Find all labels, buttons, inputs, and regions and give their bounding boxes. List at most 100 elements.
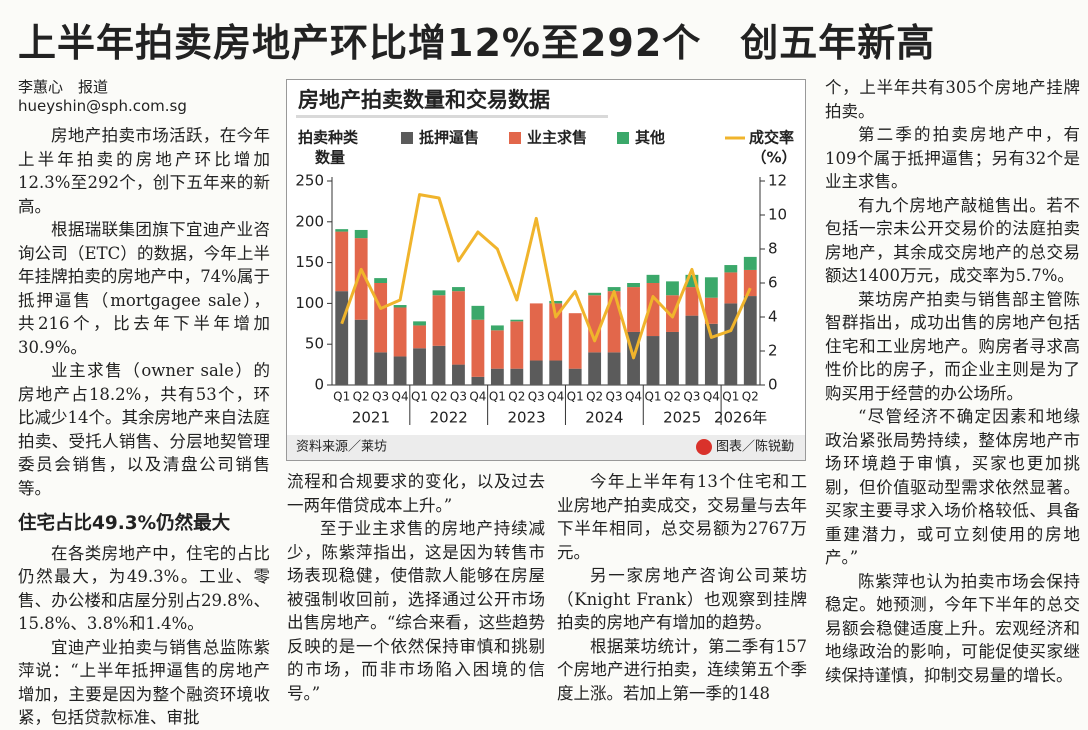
legend-label: 其他 (635, 129, 665, 147)
x-tick-label: Q3 (372, 390, 389, 404)
bar-segment (432, 295, 446, 346)
paragraph: 宜迪产业拍卖与销售总监陈紫萍说：“上半年抵押逼售的房地产增加，主要是因为整个融资… (18, 637, 270, 728)
email: hueyshin@sph.com.sg (18, 97, 187, 115)
legend-swatch (401, 132, 413, 144)
y-tick-label: 100 (295, 294, 324, 312)
bar-segment (335, 231, 349, 292)
y-axis-label: 拍卖种类 (298, 129, 359, 147)
bar-segment (393, 305, 407, 308)
column: 今年上半年有13个住宅和工业房地产拍卖成交，交易量与去年下半年相同，总交易额为2… (557, 470, 807, 705)
x-tick-label: Q4 (625, 390, 642, 404)
chart-title: 房地产拍卖数量和交易数据 (298, 88, 550, 112)
y2-tick-label: 0 (768, 376, 778, 394)
bar-segment (335, 229, 349, 232)
x-tick-label: Q3 (528, 390, 545, 404)
y-tick-label: 50 (305, 335, 324, 353)
footer-band (287, 435, 805, 460)
paragraph: 根据莱坊统计，第二季有157个房地产进行拍卖，连续第五个季度上涨。若加上第一季的… (557, 636, 807, 703)
x-tick-label: Q4 (392, 390, 409, 404)
bar-segment (374, 283, 388, 353)
bar-segment (490, 368, 504, 385)
bar-segment (646, 274, 660, 283)
bar-segment (471, 319, 485, 377)
subheading: 住宅占比49.3%仍然最大 (18, 513, 231, 534)
byline: 李蕙心 报道 (18, 78, 109, 96)
x-tick-label: Q2 (664, 390, 681, 404)
column: 个，上半年共有305个房地产挂牌拍卖。 第二季的拍卖房地产中，有109个属于抵押逼… (825, 76, 1080, 687)
bar-segment (627, 287, 640, 332)
paragraph: 莱坊房产拍卖与销售部主管陈智群指出，成功出售的房地产包括住宅和工业房地产。购房者… (825, 289, 1080, 403)
x-tick-label: Q1 (333, 390, 350, 404)
bar-segment (666, 281, 679, 296)
bar-segment (471, 305, 485, 320)
bar-segment (354, 319, 368, 385)
column: 房地产拍卖市场活跃，在今年上半年拍卖的房地产环比增加12.3%至292个，创下五… (18, 124, 270, 730)
x-tick-label: Q4 (469, 390, 486, 404)
title-rule (296, 115, 608, 118)
x-tick-label: Q1 (644, 390, 661, 404)
bar-segment (374, 352, 388, 385)
year-label: 2021 (352, 409, 390, 427)
bar-segment (471, 376, 485, 385)
bar-segment (646, 283, 660, 337)
bar-segment (510, 321, 524, 369)
bar-segment (704, 277, 718, 298)
paragraph: 另一家房地产咨询公司莱坊（Knight Frank）也观察到挂牌拍卖的房地产有增… (557, 566, 807, 632)
year-label: 2024 (585, 409, 623, 427)
year-label: 2022 (430, 409, 468, 427)
x-tick-label: Q1 (722, 390, 739, 404)
bar-segment (627, 283, 640, 288)
y2-tick-label: 8 (768, 240, 778, 258)
legend-label: 业主求售 (527, 129, 587, 147)
bar-segment (588, 295, 602, 353)
x-tick-label: Q3 (450, 390, 467, 404)
logo (696, 439, 712, 455)
bar-segment (510, 368, 524, 385)
x-tick-label: Q1 (567, 390, 584, 404)
bar-segment (452, 287, 465, 292)
year-label: 2023 (507, 409, 545, 427)
bar-segment (685, 287, 699, 316)
paragraph: 根据瑞联集团旗下宜迪产业咨询公司（ETC）的数据，今年上半年挂牌拍卖的房地产中，… (18, 220, 270, 357)
legend-swatch (617, 132, 629, 144)
bar-segment (413, 321, 426, 326)
paragraph: 第二季的拍卖房地产中，有109个属于抵押逼售；另有32个是业主求售。 (825, 125, 1080, 191)
bar-segment (413, 348, 426, 385)
rate-line (340, 193, 752, 360)
bar-segment (724, 265, 738, 273)
bar-segment (568, 313, 582, 369)
bar-segment (490, 325, 504, 331)
paragraph: 陈紫萍也认为拍卖市场会保持稳定。她预测，今年下半年的总交易额会稳健适度上升。宏观… (825, 571, 1080, 685)
x-tick-label: Q2 (586, 390, 603, 404)
y2-axis-label: （%） (751, 149, 796, 167)
x-tick-label: Q3 (683, 390, 700, 404)
bar-segment (529, 360, 543, 385)
credit: 图表／陈锐勤 (716, 439, 794, 455)
legend-label: 成交率 (749, 129, 794, 147)
headline: 上半年拍卖房地产环比增12%至292个 创五年新高 (18, 21, 936, 65)
bar-segment (685, 315, 699, 385)
y2-tick-label: 4 (768, 308, 778, 326)
x-tick-label: Q1 (489, 390, 506, 404)
bar-segment (529, 303, 543, 361)
y2-tick-label: 10 (768, 206, 787, 224)
bar-segment (354, 229, 368, 239)
x-tick-label: Q2 (353, 390, 370, 404)
chart: 房地产拍卖数量和交易数据 资料来源／莱坊 图表／陈锐勤 050100150200… (286, 79, 806, 461)
bar-segment (354, 238, 368, 320)
paragraph: 个，上半年共有305个房地产挂牌拍卖。 (825, 78, 1080, 121)
paragraph: “尽管经济不确定因素和地缘政治紧张局势持续，整体房地产市场环境趋于审慎，买家也更… (825, 407, 1080, 567)
paragraph: 流程和合规要求的变化，以及过去一两年借贷成本上升。” (287, 472, 545, 515)
bar-segment (452, 364, 465, 385)
y-tick-label: 250 (295, 172, 324, 190)
legend-swatch (509, 132, 521, 144)
paragraph: 业主求售（owner sale）的房地产占18.2%，共有53个，环比减少14个… (18, 361, 270, 498)
bar-segment (743, 256, 757, 270)
page: 上半年拍卖房地产环比增12%至292个 创五年新高 李蕙心 报道 hueyshi… (18, 21, 1080, 727)
year-label: 2025 (663, 409, 701, 427)
bar-segment (588, 352, 602, 385)
bar-segment (666, 331, 679, 385)
x-tick-label: Q2 (742, 390, 759, 404)
bar-segment (432, 290, 446, 296)
bar-segment (452, 291, 465, 365)
